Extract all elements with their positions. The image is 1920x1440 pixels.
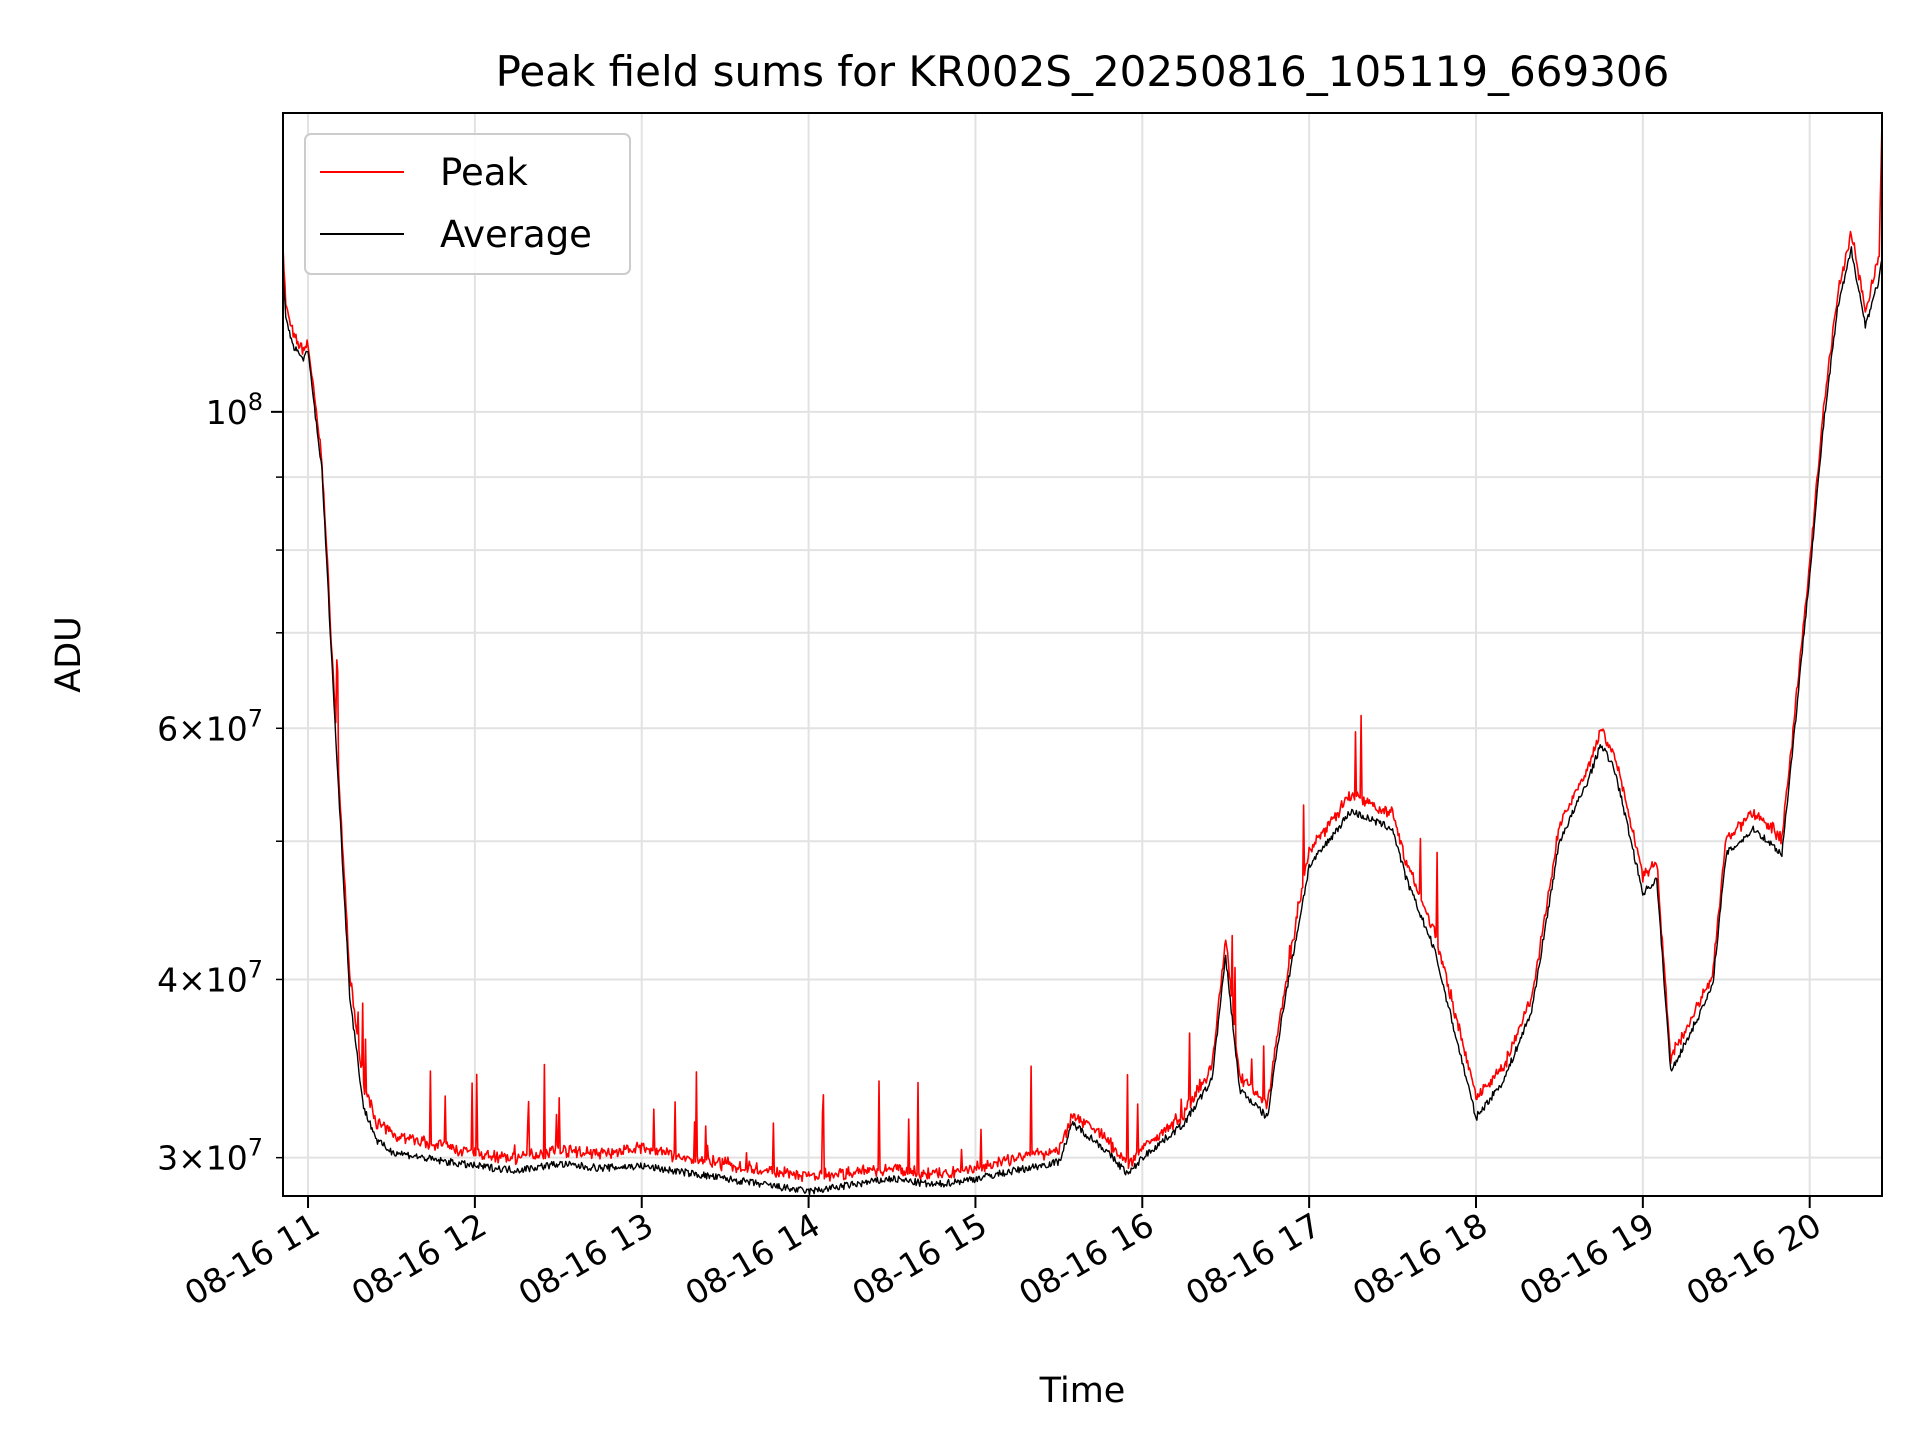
y-tick-mult: 6: [157, 709, 178, 748]
legend: Peak Average: [304, 133, 631, 275]
y-tick-times: ×: [178, 1139, 206, 1178]
y-axis-label: ADU: [49, 616, 89, 693]
y-tick-base: 10: [206, 960, 248, 999]
y-tick-mult: 3: [157, 1139, 178, 1178]
series-line-average: [282, 246, 1883, 1196]
y-tick-mult: 4: [157, 960, 178, 999]
plot-frame: [282, 112, 1883, 1197]
legend-box: [304, 133, 631, 275]
y-tick-base: 10: [206, 1139, 248, 1178]
y-tick-times: ×: [178, 709, 206, 748]
y-tick-base: 10: [206, 709, 248, 748]
y-tick-exponent: 7: [248, 704, 263, 732]
y-tick-label: 6×107: [157, 704, 263, 748]
y-tick-label: 4×107: [157, 955, 263, 999]
y-tick-times: ×: [178, 960, 206, 999]
y-tick-exponent: 8: [248, 388, 263, 416]
y-tick-label: 3×107: [157, 1134, 263, 1178]
legend-label: Average: [440, 213, 592, 256]
x-axis-label: Time: [1039, 1371, 1126, 1411]
series-layer: [282, 120, 1883, 1196]
series-line-peak: [282, 120, 1883, 1183]
y-tick-base: 10: [206, 393, 248, 432]
y-tick-exponent: 7: [248, 1134, 263, 1162]
y-tick-exponent: 7: [248, 955, 263, 983]
chart-title: Peak field sums for KR002S_20250816_1051…: [496, 47, 1670, 96]
legend-label: Peak: [440, 151, 528, 194]
y-tick-label: 108: [206, 388, 263, 432]
